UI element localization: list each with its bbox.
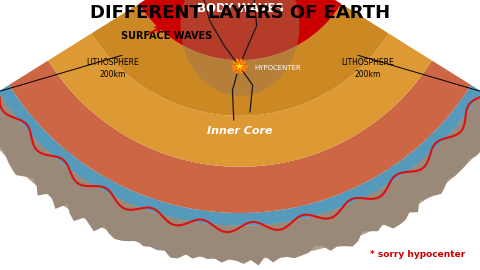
Text: BODY WAVES: BODY WAVES <box>197 2 283 15</box>
Polygon shape <box>48 33 432 167</box>
Polygon shape <box>9 60 471 213</box>
Text: LITHOSPHERE
200km: LITHOSPHERE 200km <box>341 58 394 79</box>
Ellipse shape <box>180 0 300 96</box>
Polygon shape <box>0 92 480 259</box>
Polygon shape <box>91 4 389 116</box>
Text: DIFFERENT LAYERS OF EARTH: DIFFERENT LAYERS OF EARTH <box>90 4 390 22</box>
Polygon shape <box>0 92 480 265</box>
Text: SURFACE WAVES: SURFACE WAVES <box>121 31 213 42</box>
Text: HYPOCENTER: HYPOCENTER <box>254 65 301 70</box>
Polygon shape <box>0 85 480 226</box>
Text: * sorry hypocenter: * sorry hypocenter <box>371 250 466 259</box>
Text: LITHOSPHERE
200km: LITHOSPHERE 200km <box>86 58 139 79</box>
Text: Inner Core: Inner Core <box>207 126 273 136</box>
Polygon shape <box>139 0 341 60</box>
